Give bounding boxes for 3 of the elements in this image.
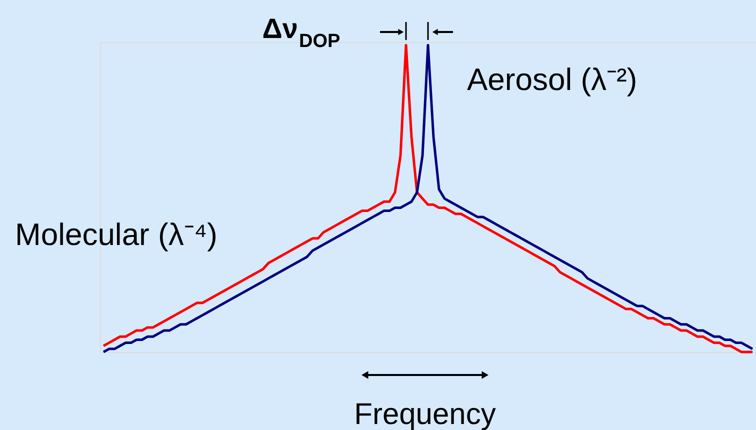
series-label: Molecular (λ⁻⁴) (15, 217, 218, 252)
x-axis-title: Frequency (354, 398, 496, 430)
series-label: Aerosol (λ⁻²) (467, 62, 638, 97)
